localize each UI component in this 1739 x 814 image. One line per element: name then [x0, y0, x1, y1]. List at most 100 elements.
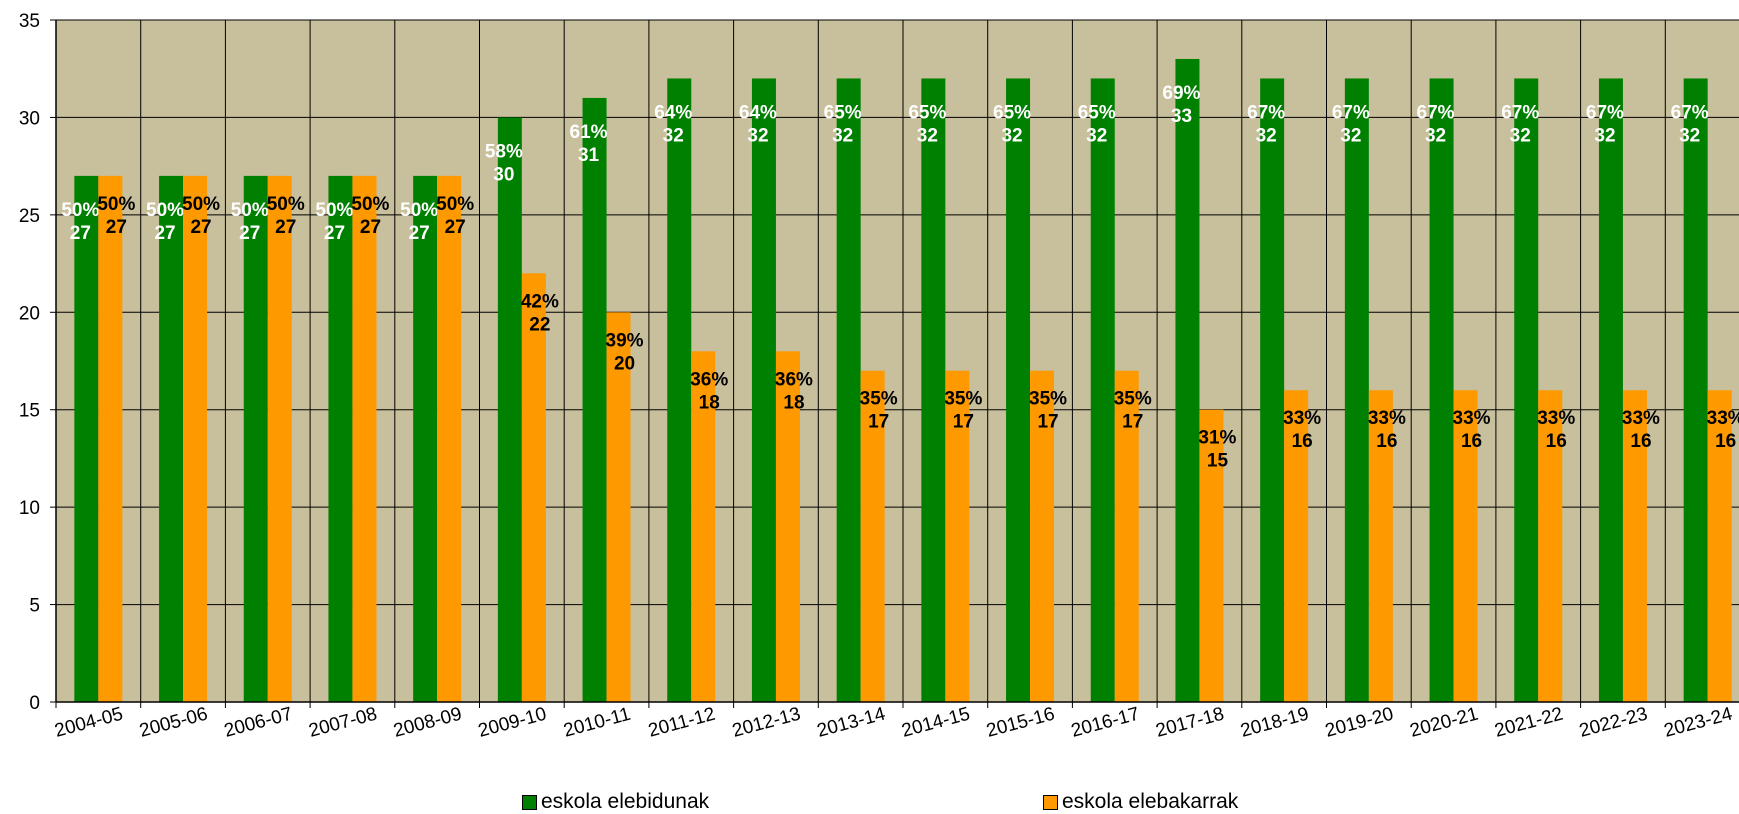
data-label-percent: 33% [1537, 408, 1575, 429]
y-tick-label: 15 [19, 401, 40, 422]
data-label-value: 18 [783, 392, 804, 413]
x-tick-label: 2013-14 [815, 703, 888, 741]
legend-swatch-elebidunak [522, 794, 537, 810]
bar-elebidunak [497, 117, 522, 702]
data-label-value: 17 [868, 412, 889, 433]
data-label-percent: 67% [1247, 102, 1285, 123]
data-label-percent: 67% [1332, 102, 1370, 123]
data-label-value: 32 [1425, 125, 1446, 146]
bar-elebakarrak [775, 351, 800, 702]
bar-elebakarrak [183, 175, 208, 702]
data-label-value: 17 [1122, 412, 1143, 433]
data-label-value: 33 [1171, 106, 1192, 127]
data-label-value: 15 [1207, 451, 1229, 472]
data-label-value: 17 [953, 412, 974, 433]
x-tick-label: 2018-19 [1238, 704, 1311, 742]
bar-elebakarrak [521, 273, 546, 702]
data-label-percent: 33% [1707, 408, 1739, 429]
bar-elebidunak [413, 175, 438, 702]
data-label-percent: 50% [182, 194, 220, 215]
data-label-percent: 50% [351, 194, 389, 215]
data-label-value: 16 [1461, 431, 1482, 452]
bar-elebidunak [1514, 78, 1539, 702]
data-label-value: 20 [614, 353, 635, 374]
bar-elebidunak [921, 78, 946, 702]
bar-elebidunak [328, 175, 353, 702]
x-tick-label: 2023-24 [1662, 703, 1735, 741]
y-tick-label: 30 [19, 108, 40, 129]
x-tick-label: 2009-10 [476, 704, 549, 742]
x-tick-label: 2007-08 [307, 704, 380, 742]
legend-item-elebakarrak: eskola elebakarrak [1043, 790, 1238, 814]
data-label-percent: 42% [521, 291, 559, 312]
data-label-value: 27 [190, 217, 211, 238]
bar-elebidunak [582, 97, 607, 702]
bar-elebakarrak [98, 175, 123, 702]
data-label-value: 18 [699, 392, 720, 413]
data-label-percent: 39% [606, 330, 644, 351]
data-label-percent: 35% [944, 389, 982, 410]
legend-label-elebidunak: eskola elebidunak [541, 790, 710, 813]
data-label-percent: 50% [231, 200, 269, 221]
data-label-value: 32 [917, 125, 938, 146]
data-label-value: 27 [445, 217, 466, 238]
bar-elebidunak [74, 175, 99, 702]
y-tick-label: 5 [29, 596, 40, 617]
bar-elebakarrak [352, 175, 377, 702]
bar-elebakarrak [1622, 390, 1647, 702]
bar-elebakarrak [1284, 390, 1309, 702]
bar-elebidunak [1344, 78, 1369, 702]
x-tick-label: 2016-17 [1069, 704, 1142, 742]
x-tick-label: 2004-05 [53, 704, 126, 742]
data-label-value: 22 [529, 314, 550, 335]
data-label-value: 16 [1715, 431, 1736, 452]
data-label-percent: 50% [400, 200, 438, 221]
data-label-value: 16 [1292, 431, 1313, 452]
bar-elebakarrak [1114, 370, 1139, 702]
bar-elebakarrak [1368, 390, 1393, 702]
data-label-value: 27 [409, 223, 430, 244]
data-label-value: 32 [1510, 125, 1531, 146]
data-label-percent: 35% [860, 389, 898, 410]
bar-elebidunak [1006, 78, 1031, 702]
x-tick-label: 2008-09 [391, 704, 464, 742]
bar-elebakarrak [1538, 390, 1563, 702]
x-tick-label: 2017-18 [1154, 704, 1227, 742]
data-label-percent: 33% [1453, 408, 1491, 429]
data-label-value: 27 [154, 223, 175, 244]
data-label-percent: 58% [485, 141, 523, 162]
data-label-value: 16 [1376, 431, 1397, 452]
data-label-value: 32 [1256, 125, 1277, 146]
bar-elebidunak [667, 78, 692, 702]
data-label-percent: 33% [1622, 408, 1660, 429]
bar-elebakarrak [606, 312, 631, 702]
data-label-percent: 35% [1114, 389, 1152, 410]
data-label-value: 27 [70, 223, 91, 244]
bar-elebakarrak [267, 175, 292, 702]
data-label-percent: 61% [570, 122, 608, 143]
data-label-percent: 50% [61, 200, 99, 221]
data-label-value: 32 [832, 125, 853, 146]
data-label-percent: 69% [1162, 83, 1200, 104]
data-label-percent: 50% [97, 194, 135, 215]
data-label-percent: 50% [146, 200, 184, 221]
bar-elebidunak [1090, 78, 1115, 702]
data-label-value: 32 [747, 125, 768, 146]
data-label-percent: 67% [1417, 102, 1455, 123]
data-label-value: 32 [1340, 125, 1361, 146]
bar-elebidunak [159, 175, 184, 702]
plot-area [56, 20, 1739, 702]
y-tick-label: 35 [19, 11, 40, 32]
data-label-value: 30 [493, 164, 514, 185]
legend-swatch-elebakarrak [1043, 794, 1058, 810]
bar-elebidunak [751, 78, 776, 702]
data-label-value: 16 [1630, 431, 1651, 452]
bar-elebakarrak [860, 370, 885, 702]
x-tick-label: 2022-23 [1577, 704, 1650, 742]
data-label-value: 27 [360, 217, 381, 238]
x-tick-label: 2015-16 [984, 704, 1057, 742]
data-label-value: 27 [275, 217, 296, 238]
data-label-value: 17 [1037, 412, 1058, 433]
y-tick-label: 20 [19, 303, 40, 324]
data-label-percent: 67% [1671, 102, 1709, 123]
